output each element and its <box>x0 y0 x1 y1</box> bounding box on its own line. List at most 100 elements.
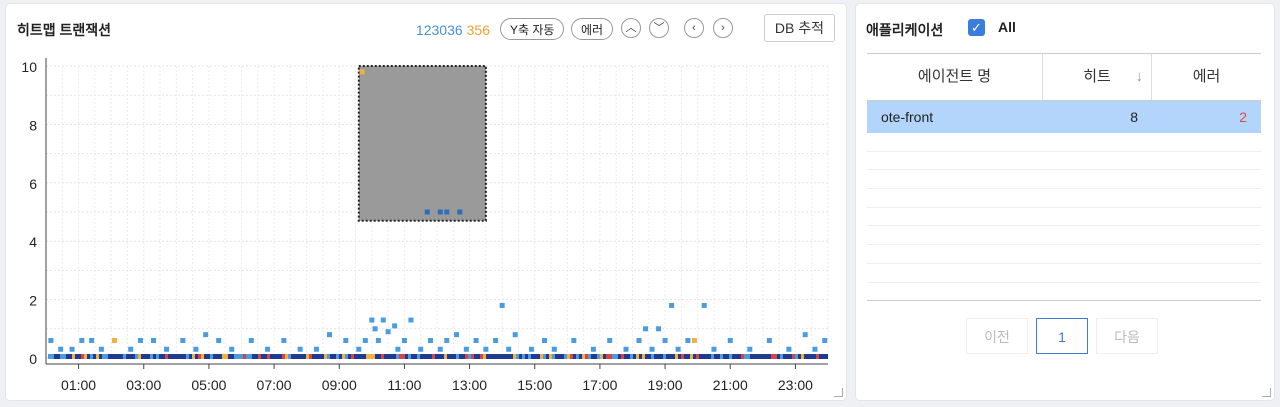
arrow-down-icon[interactable]: ↓ <box>1135 68 1144 85</box>
heatmap-cell <box>492 354 495 359</box>
heatmap-cell <box>225 354 228 359</box>
heatmap-cell <box>342 354 345 359</box>
heatmap-cell <box>643 326 649 332</box>
heatmap-cell <box>603 354 606 359</box>
heatmap-cell <box>288 354 291 359</box>
checkmark-icon[interactable]: ✓ <box>968 19 985 36</box>
heatmap-cell <box>165 354 168 359</box>
heatmap-cell <box>153 354 156 359</box>
heatmap-cell <box>216 354 219 359</box>
heatmap-cell <box>753 354 756 359</box>
heatmap-cell <box>270 354 273 359</box>
heatmap-cell <box>717 354 720 359</box>
heatmap-cell <box>786 346 792 352</box>
heatmap-cell <box>534 354 537 359</box>
heatmap-cell <box>687 354 690 359</box>
heatmap-cell <box>395 346 401 352</box>
heatmap-cell <box>531 354 534 359</box>
heatmap-cell <box>204 354 207 359</box>
heatmap-cell <box>390 354 393 359</box>
next-page-button[interactable]: 다음 <box>1096 318 1158 354</box>
empty-row <box>867 170 1261 190</box>
heatmap-cell <box>210 354 213 359</box>
heatmap-cell <box>66 354 69 359</box>
resize-handle[interactable] <box>834 388 843 397</box>
y-tick-label: 10 <box>21 59 37 75</box>
chevron-right-icon[interactable]: › <box>713 18 733 38</box>
application-title: 애플리케이션 <box>866 22 944 38</box>
heatmap-cell <box>132 354 135 359</box>
heatmap-cell <box>727 337 733 343</box>
heatmap-cell <box>561 354 564 359</box>
x-tick-label: 15:00 <box>517 377 552 393</box>
heatmap-cell <box>326 332 332 338</box>
heatmap-cell <box>216 337 222 343</box>
heatmap-cell <box>606 354 609 359</box>
heatmap-cell <box>714 354 717 359</box>
heatmap-cell <box>483 346 489 352</box>
heatmap-cell <box>506 346 512 352</box>
db-trace-button[interactable]: DB 추적 <box>763 14 835 42</box>
heatmap-cell <box>294 354 297 359</box>
heatmap-cell <box>399 354 402 359</box>
heatmap-cell <box>98 346 104 352</box>
column-errors[interactable]: 에러 <box>1192 68 1221 85</box>
heatmap-cell <box>366 354 369 359</box>
heatmap-cell <box>567 354 570 359</box>
empty-row <box>867 226 1261 246</box>
heatmap-cell <box>281 337 287 343</box>
error-filter-button[interactable]: 에러 <box>571 18 614 40</box>
heatmap-cell <box>57 354 60 359</box>
hits-cell: 8 <box>1130 109 1138 125</box>
heatmap-cell <box>765 354 768 359</box>
heatmap-cell <box>72 354 75 359</box>
heatmap-cell <box>696 354 699 359</box>
y-axis-auto-button[interactable]: Y축 자동 <box>500 18 565 40</box>
heatmap-cell <box>186 354 189 359</box>
heatmap-cell <box>786 354 789 359</box>
chevron-left-icon[interactable]: ‹ <box>684 18 704 38</box>
chevron-down-icon[interactable]: ﹀ <box>649 18 669 38</box>
heatmap-cell <box>678 354 681 359</box>
chevron-up-icon[interactable]: ︿ <box>621 18 641 38</box>
heatmap-chart[interactable]: 0 2 4 6 8 10 01:00 03:00 05:00 07:00 09:00 11:00 13:… <box>6 4 846 400</box>
all-label[interactable]: All <box>998 19 1016 35</box>
heatmap-cell <box>654 354 657 359</box>
heatmap-cell <box>759 354 762 359</box>
column-hits[interactable]: 히트 ↓ <box>1043 54 1152 100</box>
heatmap-cell <box>387 354 390 359</box>
heatmap-cell <box>424 209 430 215</box>
prev-page-button[interactable]: 이전 <box>966 318 1028 354</box>
heatmap-cell <box>180 354 183 359</box>
x-tick-label: 17:00 <box>582 377 617 393</box>
application-panel: 애플리케이션 ✓ All 에이전트 명 히트 ↓ 에러 ote-front 8 … <box>856 4 1274 400</box>
heatmap-cell <box>555 354 558 359</box>
heatmap-cell <box>429 354 432 359</box>
heatmap-cell <box>447 354 450 359</box>
heatmap-cell <box>117 354 120 359</box>
heatmap-cell <box>540 354 543 359</box>
empty-row <box>867 189 1261 208</box>
heatmap-cell <box>571 337 577 343</box>
column-agent-name[interactable]: 에이전트 명 <box>867 54 1043 100</box>
heatmap-cell <box>297 346 303 352</box>
heatmap-cell <box>48 354 51 359</box>
heatmap-cell <box>600 354 603 359</box>
table-row[interactable]: ote-front 8 2 <box>867 101 1261 133</box>
heatmap-cell <box>585 354 588 359</box>
heatmap-cell <box>255 354 258 359</box>
x-tick-label: 01:00 <box>61 377 96 393</box>
resize-handle[interactable] <box>1262 388 1271 397</box>
page-1-button[interactable]: 1 <box>1036 318 1088 354</box>
heatmap-cell <box>51 354 54 359</box>
heatmap-cell <box>499 302 505 308</box>
heatmap-cell <box>264 354 267 359</box>
heatmap-cell <box>822 337 828 343</box>
heatmap-cell <box>681 354 684 359</box>
heatmap-cell <box>276 354 279 359</box>
heatmap-cell <box>549 354 552 359</box>
heatmap-cell <box>732 354 735 359</box>
heatmap-cell <box>649 346 655 352</box>
heatmap-cell <box>453 354 456 359</box>
heatmap-cell <box>90 354 93 359</box>
